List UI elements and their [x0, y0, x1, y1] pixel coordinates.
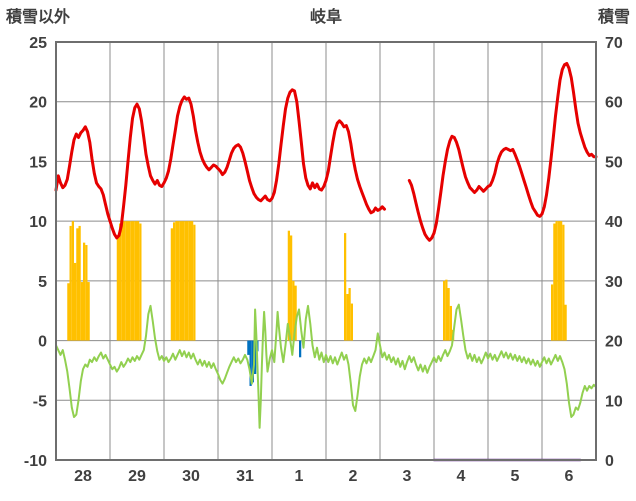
orange_bars-bar [551, 284, 554, 341]
orange_bars-bar [83, 242, 86, 341]
orange_bars-bar [134, 221, 137, 341]
left-axis-tick-label: 25 [29, 35, 47, 52]
left-axis-tick-label: 10 [29, 214, 47, 231]
left-axis-tick-label: -5 [33, 393, 47, 410]
right-axis-tick-label: 20 [605, 334, 623, 351]
orange_bars-bar [128, 221, 131, 341]
orange_bars-bar [130, 221, 133, 341]
orange_bars-bar [290, 235, 293, 341]
orange_bars-bar [445, 279, 448, 341]
orange_bars-bar [170, 228, 173, 341]
orange_bars-bar [69, 225, 72, 341]
red_line-segment [54, 88, 386, 240]
orange_bars-bar [562, 224, 565, 341]
x-axis-day-label: 6 [565, 468, 574, 485]
orange_bars-bar [560, 221, 563, 341]
left-axis-tick-label: -10 [24, 453, 47, 470]
orange_bars-bar [346, 293, 349, 341]
orange_bars-bar [116, 235, 119, 341]
left-axis-tick-label: 20 [29, 95, 47, 112]
orange_bars-bar [193, 224, 196, 341]
blue_bars-bar [299, 340, 302, 358]
orange_bars-bar [80, 282, 83, 341]
orange_bars-bar [555, 221, 558, 341]
series-red_line [54, 62, 598, 242]
orange_bars-bar [119, 223, 122, 341]
orange_bars-bar [449, 305, 452, 341]
orange_bars-bar [78, 225, 81, 341]
orange_bars-bar [125, 221, 128, 341]
orange_bars-bar [123, 221, 126, 341]
orange_bars-bar [348, 288, 351, 341]
orange_bars-bar [186, 221, 189, 341]
left-axis-title: 積雪以外 [6, 9, 71, 26]
orange_bars-bar [67, 283, 70, 341]
right-axis-title: 積雪 [597, 9, 630, 26]
x-axis-day-label: 30 [182, 468, 200, 485]
blue_bars-bar [249, 340, 252, 386]
orange_bars-bar [294, 285, 297, 341]
red_line-segment [407, 62, 598, 242]
chart-title: 岐阜 [309, 9, 342, 26]
orange_bars-bar [350, 303, 353, 341]
orange_bars-bar [191, 221, 194, 341]
x-axis-day-label: 29 [128, 468, 146, 485]
orange_bars-bar [553, 223, 556, 341]
x-axis-day-label: 4 [457, 468, 466, 485]
orange_bars-bar [74, 262, 77, 341]
orange_bars-bar [139, 223, 142, 341]
orange_bars-bar [447, 288, 450, 341]
right-axis-tick-label: 50 [605, 154, 623, 171]
blue_bars-bar [251, 340, 254, 383]
right-axis-tick-label: 60 [605, 95, 623, 112]
orange_bars-bar [87, 282, 90, 341]
orange_bars-bar [179, 221, 182, 341]
series-green_line [55, 303, 597, 429]
orange_bars-bar [71, 221, 74, 341]
plot-frame [55, 41, 597, 461]
orange_bars-bar [182, 221, 185, 341]
x-axis-day-label: 3 [403, 468, 412, 485]
orange_bars-bar [188, 221, 191, 341]
orange_bars-bar [121, 221, 124, 341]
right-axis-tick-label: 30 [605, 274, 623, 291]
orange_bars-bar [344, 233, 347, 341]
blue_bars-bar [247, 340, 250, 355]
right-axis-tick-label: 70 [605, 35, 623, 52]
orange_bars-bar [132, 221, 135, 341]
x-axis-day-label: 1 [295, 468, 304, 485]
orange_bars-bar [137, 221, 140, 341]
orange_bars-bar [85, 245, 88, 341]
x-axis-day-label: 2 [349, 468, 358, 485]
right-axis-tick-label: 40 [605, 214, 623, 231]
left-axis-tick-label: 0 [38, 334, 47, 351]
orange_bars-bar [564, 304, 567, 341]
orange_bars-bar [184, 221, 187, 341]
left-axis-tick-label: 15 [29, 154, 47, 171]
orange_bars-bar [175, 221, 178, 341]
x-axis-day-label: 28 [74, 468, 92, 485]
orange_bars-bar [443, 280, 446, 341]
x-axis-day-label: 31 [236, 468, 254, 485]
right-axis-tick-label: 10 [605, 393, 623, 410]
x-axis-day-label: 5 [511, 468, 520, 485]
green_line-segment [55, 303, 597, 429]
orange_bars-bar [557, 221, 560, 341]
orange_bars-bar [177, 221, 180, 341]
left-axis-tick-label: 5 [38, 274, 47, 291]
orange_bars-bar [76, 228, 79, 341]
orange_bars-bar [173, 222, 176, 341]
orange_bars-bar [287, 230, 290, 341]
right-axis-tick-label: 0 [605, 453, 614, 470]
orange_bars-bar [292, 280, 295, 341]
